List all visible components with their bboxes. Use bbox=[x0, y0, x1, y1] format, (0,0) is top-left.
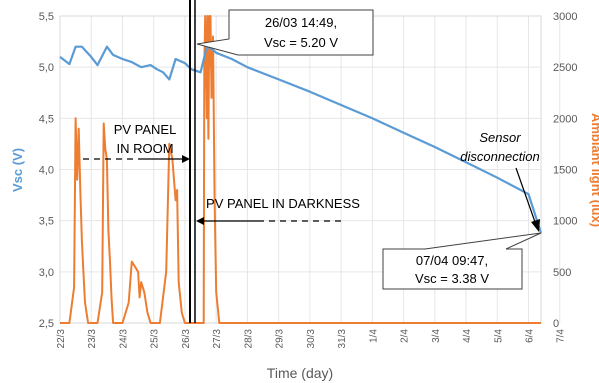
y-left-tick-label: 5,0 bbox=[39, 62, 54, 74]
x-axis-ticks: 22/3 23/3 24/3 25/3 26/3 27/3 28/3 29/3 30/3 31/3… bbox=[56, 329, 567, 349]
x-tick-label: 4/4 bbox=[462, 329, 473, 343]
x-tick-label: 26/3 bbox=[181, 329, 192, 349]
left-axis-ticks: 2,5 3,0 3,5 4,0 4,5 5,0 5,5 bbox=[39, 11, 54, 330]
end-callout-box bbox=[382, 232, 542, 290]
room-label-line1: PV PANEL bbox=[114, 122, 177, 137]
y-axis-right-label: Ambiant light (lux) bbox=[589, 113, 599, 227]
end-callout-line1: 07/04 09:47, bbox=[416, 253, 488, 268]
y-right-tick-label: 1000 bbox=[553, 216, 577, 228]
x-tick-label: 27/3 bbox=[212, 329, 223, 349]
sensor-arrow-head bbox=[531, 219, 540, 232]
sensor-label-line1: Sensor bbox=[479, 130, 521, 145]
x-tick-label: 29/3 bbox=[275, 329, 286, 349]
start-callout-line2: Vsc = 5.20 V bbox=[264, 35, 338, 50]
x-tick-label: 30/3 bbox=[306, 329, 317, 349]
y-left-tick-label: 3,0 bbox=[39, 267, 54, 279]
darkness-label: PV PANEL IN DARKNESS bbox=[206, 196, 360, 211]
y-left-tick-label: 4,5 bbox=[39, 113, 54, 125]
x-tick-label: 24/3 bbox=[118, 329, 129, 349]
y-right-tick-label: 1500 bbox=[553, 165, 577, 177]
x-axis-label: Time (day) bbox=[267, 365, 333, 381]
sensor-label-line2: disconnection bbox=[460, 149, 540, 164]
series-vsc bbox=[59, 45, 543, 234]
sensor-arrow-shaft bbox=[515, 167, 536, 223]
x-tick-label: 22/3 bbox=[56, 329, 67, 349]
x-tick-label: 6/4 bbox=[525, 329, 536, 343]
y-right-tick-label: 2000 bbox=[553, 113, 577, 125]
x-tick-label: 7/4 bbox=[556, 329, 567, 343]
x-tick-label: 23/3 bbox=[87, 329, 98, 349]
room-arrow-head bbox=[182, 155, 190, 163]
y-axis-left-label: Vsc (V) bbox=[10, 148, 25, 192]
y-right-tick-label: 0 bbox=[553, 318, 559, 330]
x-tick-label: 3/4 bbox=[431, 329, 442, 343]
x-tick-label: 31/3 bbox=[337, 329, 348, 349]
y-left-tick-label: 2,5 bbox=[39, 318, 54, 330]
y-right-tick-label: 500 bbox=[553, 267, 571, 279]
start-callout-box bbox=[196, 9, 374, 56]
x-tick-label: 2/4 bbox=[400, 329, 411, 343]
y-right-tick-label: 3000 bbox=[553, 11, 577, 23]
x-tick-label: 28/3 bbox=[243, 329, 254, 349]
y-left-tick-label: 4,0 bbox=[39, 165, 54, 177]
x-tick-label: 1/4 bbox=[368, 329, 379, 343]
y-left-tick-label: 5,5 bbox=[39, 11, 54, 23]
end-callout-line2: Vsc = 3.38 V bbox=[415, 271, 489, 286]
x-tick-label: 25/3 bbox=[150, 329, 161, 349]
y-left-tick-label: 3,5 bbox=[39, 216, 54, 228]
right-axis-ticks: 0 500 1000 1500 2000 2500 3000 bbox=[553, 11, 577, 330]
vsc-line bbox=[59, 45, 543, 234]
light-line bbox=[60, 15, 541, 324]
series-ambiant-light bbox=[60, 15, 541, 324]
y-right-tick-label: 2500 bbox=[553, 62, 577, 74]
darkness-arrow-head bbox=[196, 217, 204, 225]
room-label-line2: IN ROOM bbox=[116, 141, 173, 156]
x-tick-label: 5/4 bbox=[493, 329, 504, 343]
start-callout-line1: 26/03 14:49, bbox=[265, 15, 337, 30]
